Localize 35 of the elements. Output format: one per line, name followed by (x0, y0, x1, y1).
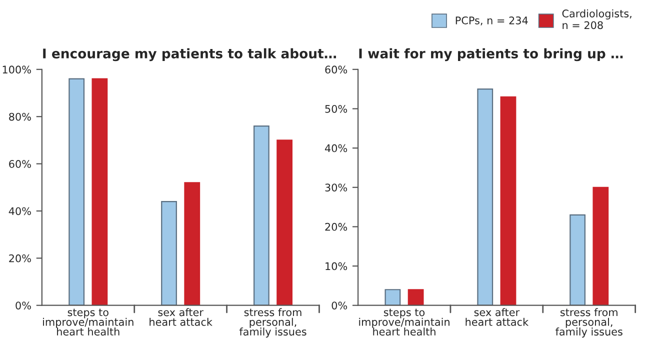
y-tick-label: 50% (325, 104, 348, 113)
bar (500, 96, 516, 306)
bar (570, 214, 586, 306)
x-tick-label: sex after heart attack (150, 308, 212, 326)
x-tick-label: sex after heart attack (466, 308, 529, 326)
y-tick-label: 40% (324, 144, 348, 152)
y-tick-label: 0% (332, 302, 348, 310)
legend-label: Cardiologists, n = 208 (562, 9, 632, 30)
bar (68, 78, 85, 306)
chart-title: I encourage my patients to talk about… (43, 48, 336, 62)
bar (276, 140, 293, 306)
bar (92, 78, 108, 306)
y-tick-label: 40% (8, 207, 31, 216)
y-tick-label: 60% (9, 160, 31, 168)
chart-title: I wait for my patients to bring up … (359, 48, 623, 62)
y-tick-label: 20% (325, 222, 348, 231)
x-tick-label: steps to improve/maintain heart health (359, 308, 450, 336)
legend-label: PCPs, n = 234 (456, 16, 528, 26)
bar (161, 200, 177, 306)
y-tick-label: 80% (9, 112, 31, 121)
bar (384, 289, 401, 306)
bar (253, 125, 270, 306)
y-tick-label: 60% (325, 66, 348, 74)
y-tick-label: 100% (2, 66, 31, 74)
bar (477, 88, 494, 306)
bar (592, 186, 609, 306)
y-tick-label: 20% (9, 254, 31, 262)
x-tick-label: stress from personal, family issues (239, 308, 306, 338)
x-tick-label: stress from personal, family issues (556, 308, 622, 338)
x-tick-label: steps to improve/maintain heart health (43, 308, 134, 336)
y-tick-label: 0% (16, 302, 31, 310)
y-tick-label: 30% (325, 184, 348, 192)
bar (184, 182, 200, 306)
y-tick-label: 10% (326, 262, 348, 270)
bar (408, 289, 424, 306)
